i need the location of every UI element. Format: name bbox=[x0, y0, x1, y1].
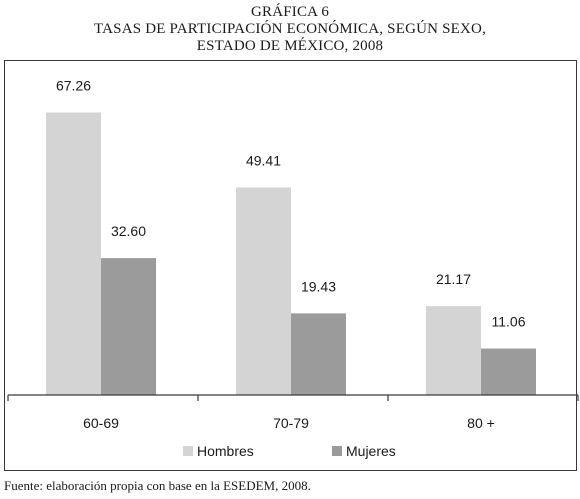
data-label-hombres-1: 67.26 bbox=[56, 78, 91, 94]
data-label-hombres-3: 21.17 bbox=[436, 271, 471, 287]
data-labels-layer: 67.26 32.60 49.41 19.43 21.17 11.06 bbox=[56, 78, 526, 330]
legend-label-hombres: Hombres bbox=[197, 443, 254, 459]
bar-hombres-1 bbox=[46, 112, 101, 396]
x-axis: 60-69 70-79 80 + bbox=[7, 394, 579, 431]
data-label-mujeres-2: 19.43 bbox=[301, 278, 336, 294]
chart-title-line1: TASAS DE PARTICIPACIÓN ECONÓMICA, SEGÚN … bbox=[93, 21, 487, 37]
legend-swatch-mujeres bbox=[332, 446, 342, 456]
x-tick-label-2: 70-79 bbox=[273, 415, 309, 431]
bar-mujeres-2 bbox=[291, 313, 346, 395]
chart-frame bbox=[4, 60, 577, 471]
bar-hombres-3 bbox=[426, 306, 481, 395]
legend-label-mujeres: Mujeres bbox=[346, 443, 396, 459]
data-label-mujeres-1: 32.60 bbox=[111, 223, 146, 239]
legend: Hombres Mujeres bbox=[183, 443, 396, 459]
figure-label: GRÁFICA 6 bbox=[250, 4, 330, 20]
bar-mujeres-1 bbox=[101, 258, 156, 395]
source-note: Fuente: elaboración propia con base en l… bbox=[4, 478, 311, 493]
bars-layer bbox=[46, 112, 536, 396]
legend-swatch-hombres bbox=[183, 446, 193, 456]
x-tick-label-1: 60-69 bbox=[83, 415, 119, 431]
data-label-hombres-2: 49.41 bbox=[246, 152, 281, 168]
bar-mujeres-3 bbox=[481, 348, 536, 395]
bar-hombres-2 bbox=[236, 187, 291, 395]
data-label-mujeres-3: 11.06 bbox=[492, 314, 526, 330]
chart-title-line2: ESTADO DE MÉXICO, 2008 bbox=[196, 38, 384, 54]
x-tick-label-3: 80 + bbox=[467, 415, 495, 431]
